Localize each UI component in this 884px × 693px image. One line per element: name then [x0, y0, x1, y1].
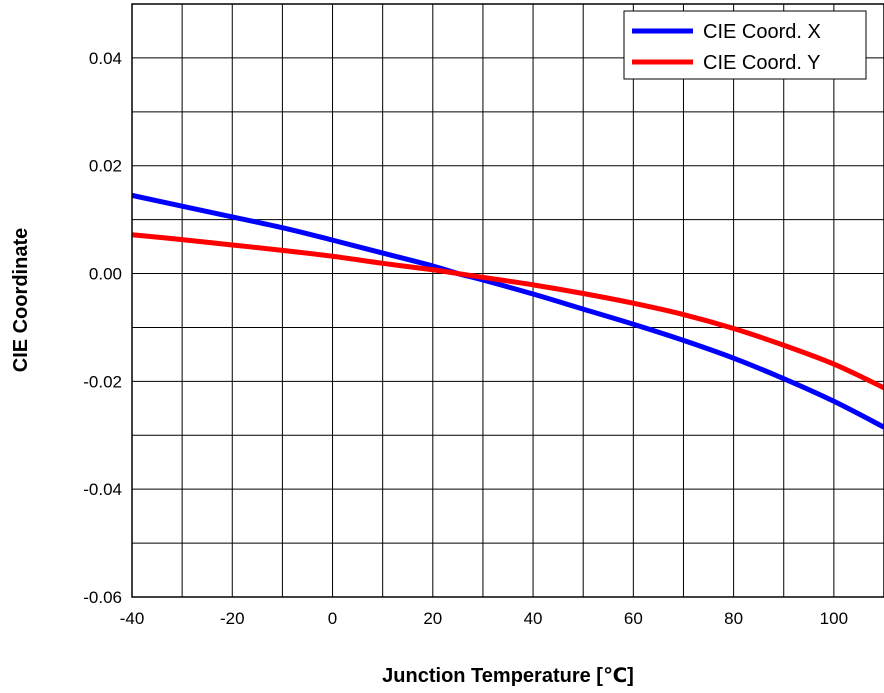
- x-tick-label: 20: [423, 609, 442, 628]
- series-line-cie-y: [131, 232, 884, 391]
- y-tick-label: -0.06: [83, 588, 122, 607]
- x-tick-label: -20: [220, 609, 245, 628]
- series-lines: [131, 192, 884, 430]
- legend: CIE Coord. X CIE Coord. Y: [623, 10, 867, 80]
- x-tick-label: 100: [820, 609, 848, 628]
- x-tick-label: -40: [120, 609, 145, 628]
- y-tick-label: 0.04: [89, 49, 122, 68]
- y-tick-label: 0.00: [89, 265, 122, 284]
- plot-area-frame: [131, 3, 884, 598]
- series-line-cie-x: [131, 192, 884, 430]
- x-tick-label: 80: [724, 609, 743, 628]
- y-axis-title: CIE Coordinate: [10, 228, 32, 372]
- x-axis-ticks: -40 -20 0 20 40 60 80 100: [120, 609, 848, 628]
- legend-box: [623, 10, 867, 80]
- y-tick-label: -0.04: [83, 480, 122, 499]
- x-axis-title: Junction Temperature [℃]: [382, 665, 634, 687]
- y-tick-label: 0.02: [89, 157, 122, 176]
- y-tick-label: -0.02: [83, 372, 122, 391]
- legend-label-cie-x: CIE Coord. X: [703, 21, 821, 43]
- x-tick-label: 60: [624, 609, 643, 628]
- y-axis-ticks: -0.06 -0.04 -0.02 0.00 0.02 0.04: [83, 49, 122, 607]
- x-tick-label: 40: [524, 609, 543, 628]
- x-tick-label: 0: [328, 609, 337, 628]
- grid-lines: [131, 3, 884, 598]
- legend-label-cie-y: CIE Coord. Y: [703, 52, 820, 74]
